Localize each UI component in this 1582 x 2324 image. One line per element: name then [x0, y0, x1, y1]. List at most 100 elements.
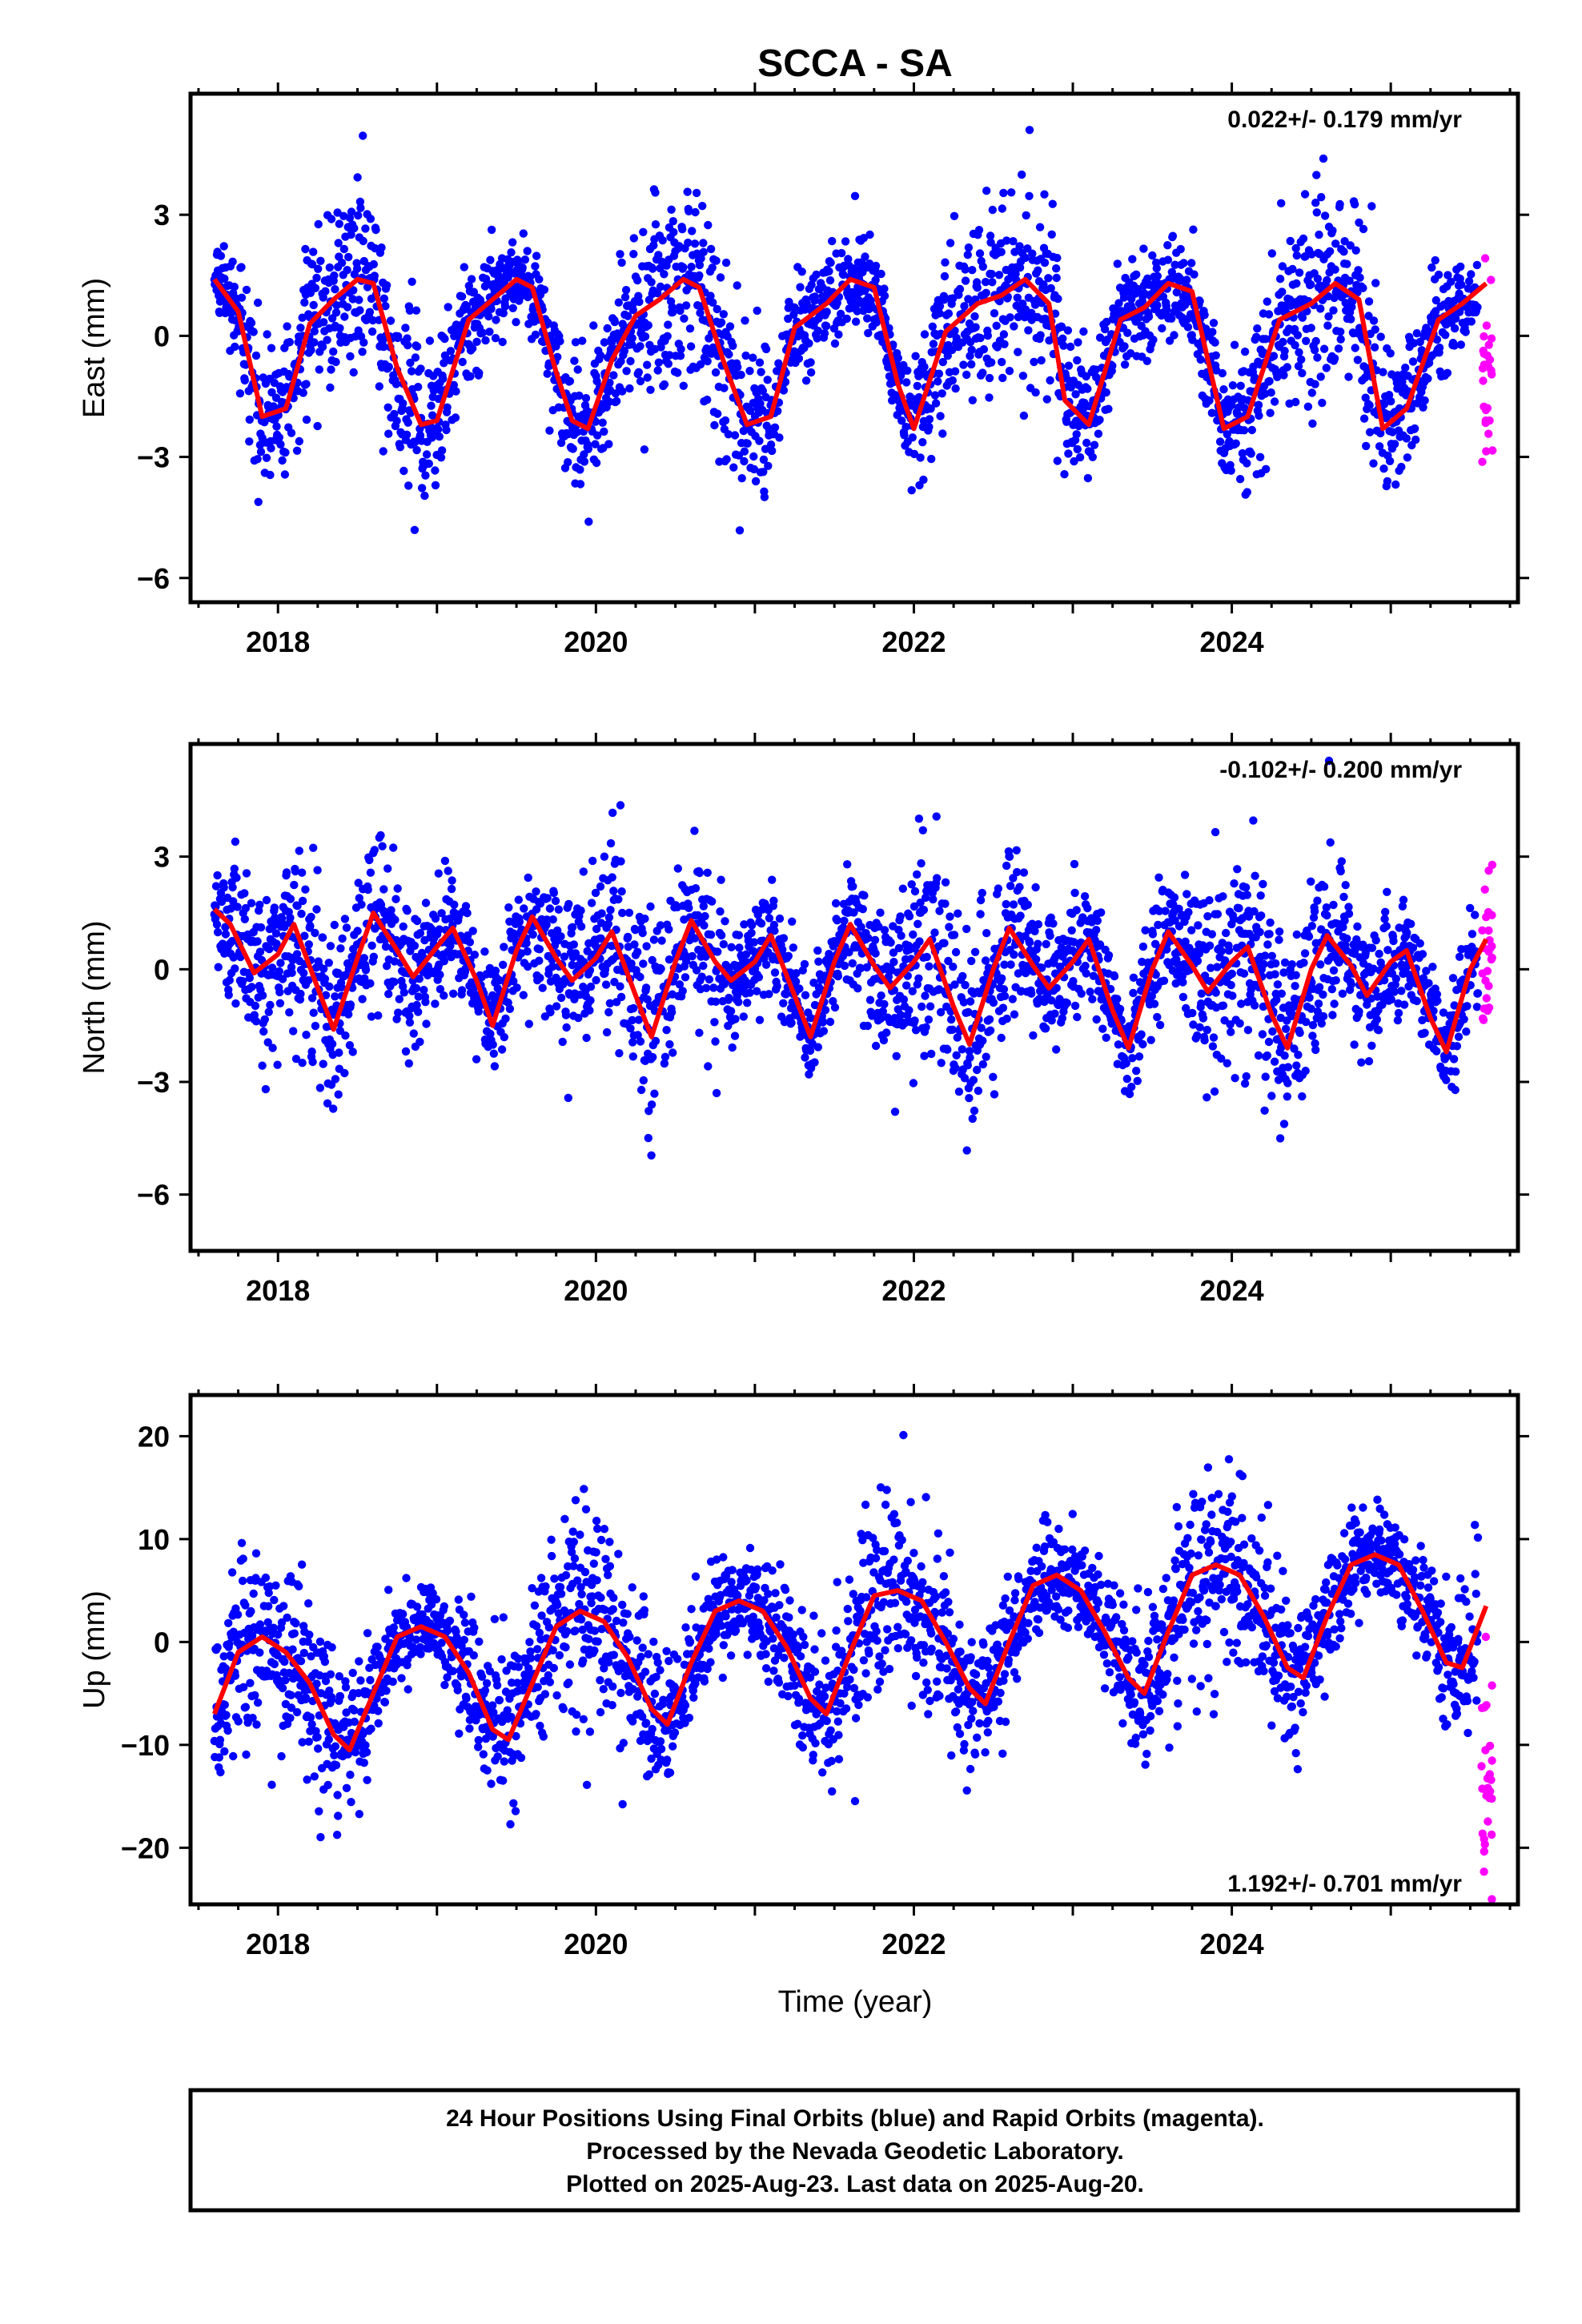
east-final-point: [717, 318, 726, 327]
east-final-point: [1384, 391, 1394, 400]
east-final-point: [644, 321, 652, 330]
east-final-point: [1228, 381, 1238, 390]
north-final-point: [522, 939, 531, 948]
east-final-point: [907, 486, 916, 495]
north-final-point: [636, 1037, 645, 1046]
east-final-point: [733, 281, 741, 290]
north-final-point: [889, 958, 898, 967]
east-final-point: [1219, 385, 1228, 394]
east-final-point: [1044, 274, 1053, 283]
north-final-point: [690, 934, 700, 943]
east-final-point: [1052, 264, 1061, 273]
east-final-point: [729, 341, 737, 350]
north-final-point: [500, 943, 508, 951]
east-final-point: [358, 348, 367, 356]
north-final-point: [376, 830, 385, 840]
north-final-point: [1242, 1072, 1251, 1081]
north-final-point: [271, 913, 279, 923]
north-final-point: [1000, 960, 1009, 969]
north-final-point: [592, 975, 600, 985]
east-final-point: [610, 317, 620, 327]
north-final-point: [245, 974, 254, 983]
north-final-point: [1244, 912, 1254, 921]
north-final-point: [1235, 1019, 1244, 1028]
east-final-point: [1391, 480, 1400, 489]
east-final-point: [802, 299, 811, 308]
east-final-point: [434, 424, 443, 434]
east-final-point: [976, 333, 985, 343]
east-final-point: [356, 203, 365, 212]
east-final-point: [1235, 475, 1245, 484]
east-final-point: [1046, 376, 1054, 385]
north-final-point: [630, 940, 639, 949]
north-final-point: [933, 874, 942, 883]
east-final-point: [1347, 315, 1355, 324]
north-final-point: [512, 983, 521, 992]
east-final-point: [434, 394, 443, 404]
north-final-point: [1217, 947, 1227, 955]
north-final-point: [247, 983, 256, 991]
east-final-point: [1071, 390, 1080, 399]
north-final-point: [661, 1052, 670, 1062]
east-final-point: [660, 380, 669, 389]
north-final-point: [1115, 1004, 1125, 1014]
north-final-point: [781, 990, 790, 999]
north-final-point: [1138, 942, 1148, 951]
north-final-point: [633, 1031, 642, 1039]
north-final-point: [440, 991, 448, 1000]
east-final-point: [422, 450, 432, 459]
east-final-point: [1350, 200, 1359, 209]
north-final-point: [1027, 989, 1036, 998]
east-final-point: [1187, 259, 1196, 267]
north-final-point: [229, 897, 238, 906]
north-final-point: [685, 903, 693, 913]
north-final-point: [662, 1026, 671, 1035]
north-final-point: [536, 974, 544, 983]
north-final-point: [504, 998, 512, 1007]
north-final-point: [691, 884, 701, 893]
east-rapid-point: [1479, 376, 1488, 385]
east-final-point: [994, 271, 1004, 279]
east-final-point: [1182, 275, 1191, 284]
east-final-point: [443, 403, 452, 412]
north-final-point: [416, 929, 425, 938]
east-final-point: [930, 391, 940, 400]
east-final-point: [267, 344, 276, 352]
east-final-point: [998, 373, 1007, 383]
north-final-point: [465, 938, 475, 947]
north-final-point: [999, 985, 1009, 994]
east-final-point: [1361, 393, 1370, 402]
east-final-point: [253, 455, 262, 464]
north-final-point: [1052, 983, 1061, 993]
east-final-point: [1170, 260, 1179, 269]
east-final-point: [617, 258, 626, 267]
east-final-point: [349, 368, 358, 377]
east-final-point: [695, 260, 705, 270]
north-final-point: [331, 992, 339, 1001]
north-final-point: [976, 895, 986, 905]
north-final-point: [369, 952, 378, 962]
east-final-point: [916, 453, 925, 462]
north-final-point: [260, 1015, 269, 1024]
east-final-point: [1083, 473, 1093, 483]
east-ytick-label: 3: [154, 199, 170, 231]
east-final-point: [1263, 297, 1272, 306]
north-final-point: [554, 905, 563, 914]
east-final-point: [1128, 255, 1137, 263]
east-final-point: [990, 309, 999, 318]
east-final-point: [1319, 154, 1328, 163]
east-final-point: [938, 389, 946, 398]
east-final-point: [925, 415, 934, 424]
north-final-point: [395, 995, 404, 1003]
north-final-point: [1185, 943, 1194, 952]
east-final-point: [1183, 323, 1193, 332]
east-final-point: [640, 332, 650, 341]
east-final-point: [592, 458, 601, 468]
east-final-point: [692, 188, 701, 198]
east-final-point: [384, 429, 393, 438]
east-final-point: [531, 330, 540, 340]
north-final-point: [765, 990, 773, 999]
north-final-point: [435, 925, 444, 934]
north-final-point: [878, 1007, 888, 1016]
